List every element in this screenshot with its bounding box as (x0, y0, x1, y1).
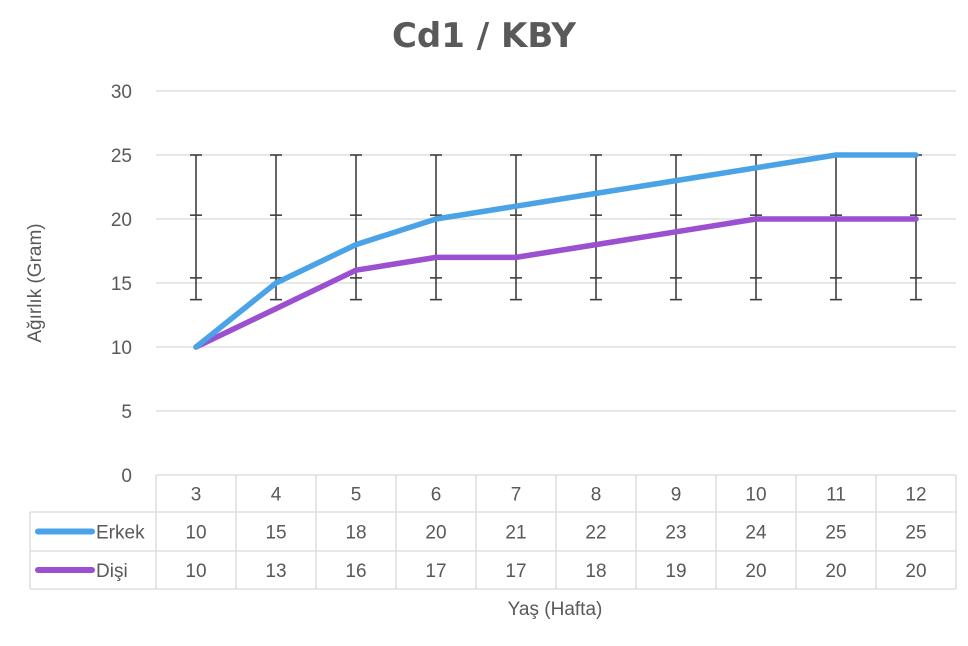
table-cell-value: 20 (905, 561, 926, 582)
x-category-label: 11 (826, 485, 846, 506)
y-tick-label: 5 (121, 402, 132, 423)
y-tick-label: 0 (121, 466, 132, 487)
y-tick-label: 30 (111, 82, 132, 103)
table-cell-value: 16 (345, 561, 366, 582)
table-cell-value: 10 (185, 523, 206, 544)
x-category-label: 9 (671, 485, 682, 506)
x-category-label: 8 (591, 485, 602, 506)
chart-title: Cd1 / KBY (392, 16, 576, 56)
table-cell-value: 17 (425, 561, 446, 582)
table-cell-value: 10 (185, 561, 206, 582)
legend-label: Dişi (96, 561, 128, 582)
y-tick-label: 20 (111, 210, 132, 231)
table-cell-value: 15 (265, 523, 286, 544)
series-lines (193, 152, 919, 350)
series-line (193, 216, 919, 350)
table-cell-value: 13 (265, 561, 286, 582)
series-line (193, 152, 919, 350)
y-tick-label: 25 (111, 146, 132, 167)
x-category-label: 7 (511, 485, 522, 506)
x-category-label: 3 (191, 485, 202, 506)
error-bars (190, 154, 922, 301)
x-axis-label: Yaş (Hafta) (508, 599, 603, 620)
table-cell-value: 18 (585, 561, 606, 582)
x-category-label: 5 (351, 485, 362, 506)
table-cell-value: 23 (665, 523, 686, 544)
y-axis-ticks: 0 5 10 15 20 25 30 (111, 82, 132, 487)
table-cell-value: 17 (505, 561, 526, 582)
table-cell-value: 18 (345, 523, 366, 544)
table-cell-value: 25 (905, 523, 926, 544)
table-cell-value: 19 (665, 561, 686, 582)
table-cell-value: 20 (825, 561, 846, 582)
gridlines (156, 90, 956, 412)
x-category-label: 6 (431, 485, 442, 506)
x-category-label: 10 (745, 485, 766, 506)
table-cell-value: 22 (585, 523, 606, 544)
data-table: 3 4 5 6 7 8 9 10 11 12 Erkek 10 15 18 20 21 22 23 24 25 25 Di… (29, 474, 957, 590)
table-cell-value: 20 (745, 561, 766, 582)
table-cell-value: 21 (505, 523, 526, 544)
y-tick-label: 15 (111, 274, 132, 295)
y-tick-label: 10 (111, 338, 132, 359)
x-category-label: 12 (905, 485, 926, 506)
table-cell-value: 25 (825, 523, 846, 544)
legend-label: Erkek (96, 523, 145, 544)
table-cell-value: 20 (425, 523, 446, 544)
y-axis-label: Ağırlık (Gram) (25, 223, 46, 342)
x-category-label: 4 (271, 485, 282, 506)
table-cell-value: 24 (745, 523, 767, 544)
